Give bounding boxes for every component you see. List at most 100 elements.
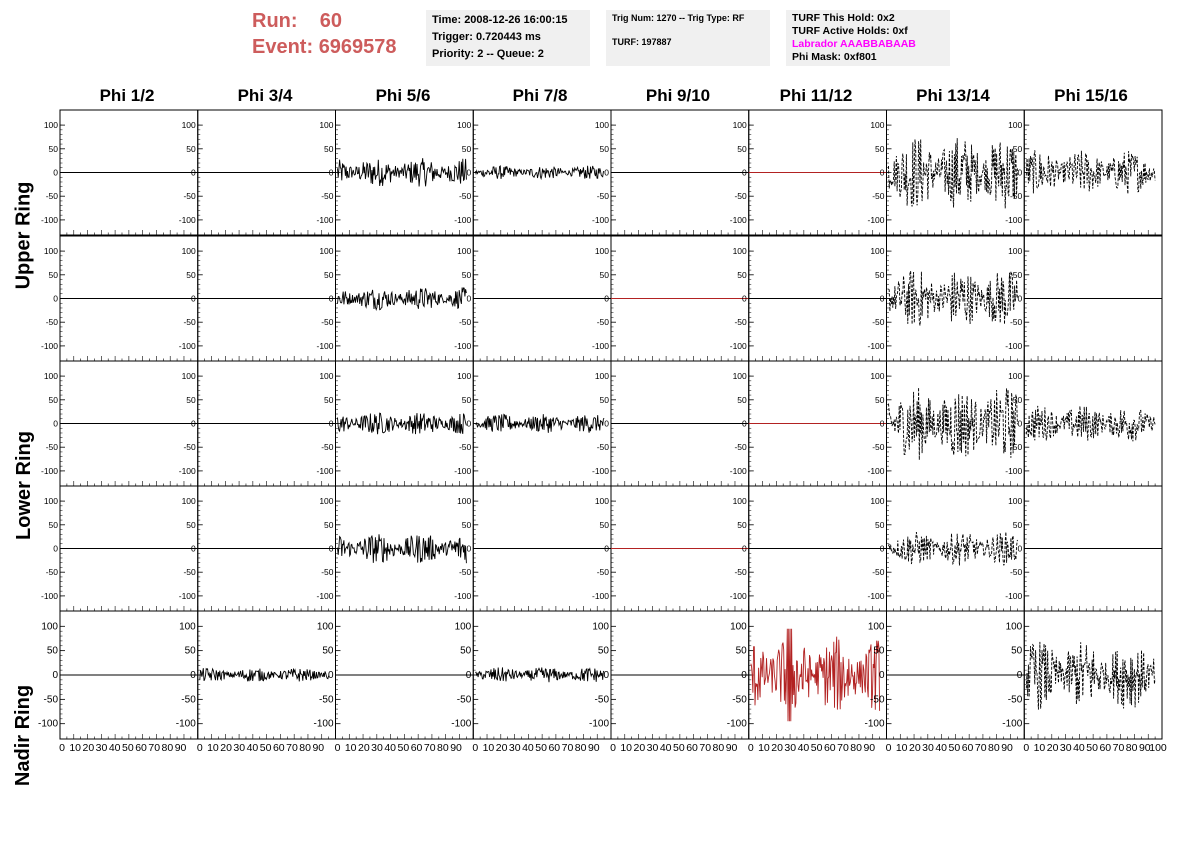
y-tick-label: 100 [319,120,333,130]
y-tick-label: 100 [457,120,471,130]
y-tick-label: 100 [317,621,334,632]
panel-frame [335,109,474,236]
x-tick-label: 10 [896,742,908,754]
x-tick-label: 10 [207,742,219,754]
x-tick-label: 0 [335,742,341,754]
y-tick-label: 50 [49,144,59,154]
panel-frame [472,360,612,487]
y-tick-label: -100 [179,591,196,601]
waveform-trace [475,667,605,683]
y-tick-label: 100 [1006,621,1023,632]
y-tick-label: 0 [53,419,58,429]
x-tick-label: 20 [634,742,646,754]
y-tick-label: -100 [451,719,471,730]
y-tick-label: 100 [733,371,747,381]
waveform-trace [888,531,1018,566]
waveform-trace [1025,150,1156,195]
y-tick-label: -100 [1005,215,1022,225]
y-tick-label: -100 [589,719,609,730]
y-tick-label: -100 [41,215,58,225]
y-tick-label: -50 [732,694,747,705]
y-tick-label: 100 [870,371,884,381]
y-tick-label: 0 [466,670,472,681]
y-tick-label: -100 [867,341,884,351]
x-tick-label: 0 [1023,742,1029,754]
y-tick-label: 100 [319,246,333,256]
x-tick-label: 50 [398,742,410,754]
y-tick-label: -50 [321,567,334,577]
trig-num-text: Trig Num: 1270 -- Trig Type: RF [612,13,745,23]
y-tick-label: 100 [1008,246,1022,256]
event-label: Event: [252,36,314,58]
y-tick-label: 100 [44,120,58,130]
y-tick-label: -50 [46,191,59,201]
y-tick-label: 100 [319,371,333,381]
y-tick-label: -100 [179,466,196,476]
x-tick-label: 20 [358,742,370,754]
waveform-trace [474,165,605,181]
phi-header: Phi 13/14 [916,86,990,105]
x-tick-label: 40 [522,742,534,754]
y-tick-label: -50 [46,442,59,452]
y-tick-label: 100 [1008,120,1022,130]
y-tick-label: -50 [734,442,747,452]
x-tick-label: 0 [59,742,65,754]
y-tick-label: 50 [875,520,885,530]
y-tick-label: 50 [600,520,610,530]
x-tick-label: 30 [1060,742,1072,754]
y-tick-label: -50 [597,191,610,201]
x-tick-label: 30 [647,742,659,754]
y-tick-label: -100 [730,341,747,351]
y-tick-label: -50 [183,317,196,327]
y-tick-label: -100 [41,341,58,351]
x-tick-label: 20 [771,742,783,754]
y-tick-label: -50 [597,317,610,327]
y-tick-label: -100 [730,215,747,225]
y-tick-label: -100 [38,719,58,730]
x-tick-label: 20 [220,742,232,754]
phi-header: Phi 1/2 [99,86,155,105]
y-tick-label: 0 [467,294,472,304]
x-tick-label: 50 [535,742,547,754]
y-tick-label: 100 [44,371,58,381]
x-tick-label: 80 [850,742,862,754]
y-tick-label: -50 [872,191,885,201]
x-tick-label: 80 [713,742,725,754]
y-tick-label: 100 [595,120,609,130]
x-tick-label: 70 [286,742,298,754]
waveform-trace [1025,641,1156,710]
x-tick-label: 80 [437,742,449,754]
y-tick-label: -50 [1008,694,1023,705]
y-tick-label: 50 [1013,270,1023,280]
phi-header: Phi 5/6 [375,86,431,105]
x-tick-label: 70 [562,742,574,754]
phi-header: Phi 7/8 [512,86,568,105]
y-tick-label: 0 [1018,419,1023,429]
y-tick-label: -100 [41,591,58,601]
x-tick-label: 60 [1099,742,1111,754]
y-tick-label: -50 [597,567,610,577]
x-tick-label: 50 [122,742,134,754]
run-label: Run: [252,10,298,32]
y-tick-label: 50 [47,646,59,657]
y-tick-label: -50 [46,317,59,327]
x-tick-label: 70 [699,742,711,754]
y-tick-label: -50 [321,317,334,327]
y-tick-label: 0 [328,670,334,681]
y-tick-label: 100 [182,120,196,130]
turf-info-panel: TURF This Hold: 0x2 TURF Active Holds: 0… [786,10,950,66]
y-tick-label: 50 [186,395,196,405]
phi-header: Phi 3/4 [237,86,293,105]
x-tick-label: 70 [148,742,160,754]
phi-header: Phi 15/16 [1054,86,1128,105]
y-tick-label: 100 [41,621,58,632]
x-tick-label: 0 [197,742,203,754]
y-tick-label: 0 [880,294,885,304]
x-tick-label: 0 [472,742,478,754]
y-tick-label: 50 [324,270,334,280]
x-tick-label: 40 [1073,742,1085,754]
y-tick-label: 50 [737,270,747,280]
y-tick-label: -100 [1005,591,1022,601]
y-tick-label: -50 [459,567,472,577]
x-tick-label: 10 [345,742,357,754]
